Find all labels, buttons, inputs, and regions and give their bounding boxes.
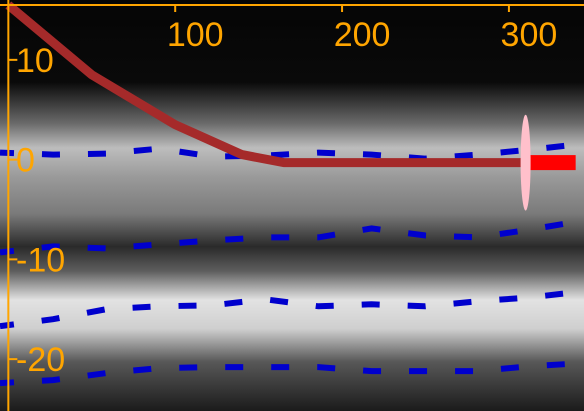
dashed-track-2 xyxy=(0,217,584,256)
x-tick-label-200: 200 xyxy=(334,16,391,54)
marker-group xyxy=(520,114,576,211)
x-tick-label-100: 100 xyxy=(167,16,224,54)
end-marker-bar xyxy=(525,155,576,171)
dashed-tracks xyxy=(0,140,584,387)
series-line-1 xyxy=(5,1,526,168)
y-tick-label--20: -20 xyxy=(16,341,65,379)
y-tick-label-0: 0 xyxy=(16,142,35,180)
x-tick-label-300: 300 xyxy=(501,16,558,54)
y-tick-label--10: -10 xyxy=(16,241,65,279)
marker-ellipse xyxy=(520,114,531,211)
dashed-track-4 xyxy=(0,360,584,387)
dashed-track-3 xyxy=(0,288,584,330)
series-group xyxy=(5,1,526,168)
dashed-track-1 xyxy=(0,140,584,162)
y-tick-label-10: 10 xyxy=(16,42,54,80)
